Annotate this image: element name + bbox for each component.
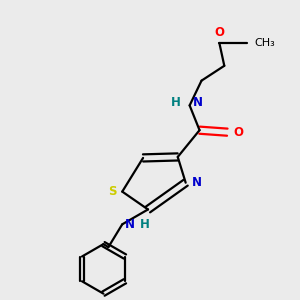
Text: N: N [192, 176, 202, 189]
Text: N: N [125, 218, 135, 231]
Text: CH₃: CH₃ [254, 38, 275, 48]
Text: H: H [140, 218, 150, 231]
Text: H: H [171, 96, 181, 109]
Text: S: S [108, 185, 116, 198]
Text: N: N [193, 96, 202, 109]
Text: O: O [214, 26, 224, 38]
Text: O: O [233, 126, 243, 139]
